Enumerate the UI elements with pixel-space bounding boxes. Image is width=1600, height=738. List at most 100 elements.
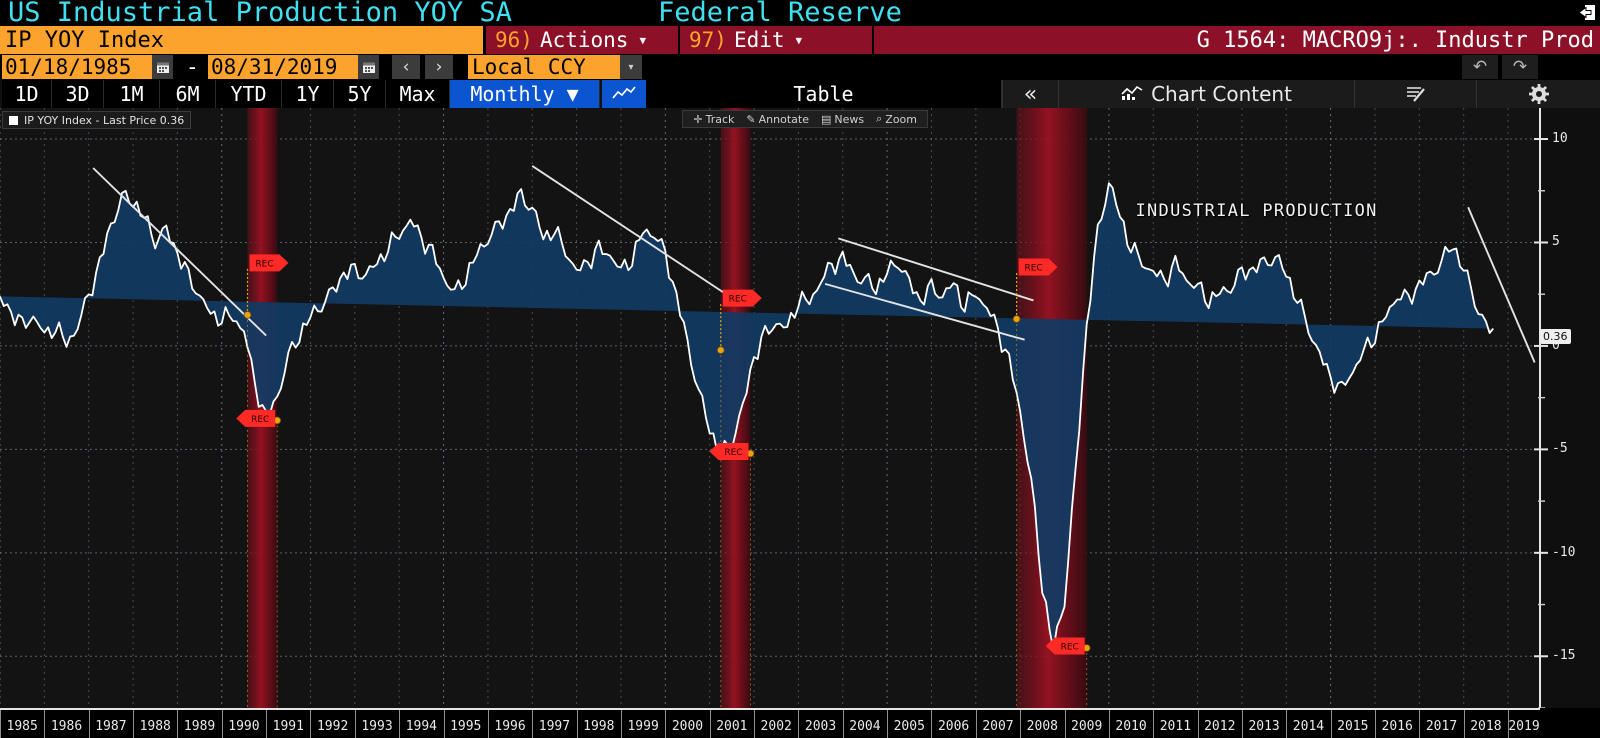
- currency-select[interactable]: Local CCY: [468, 55, 620, 79]
- x-axis-tick-label: 1986: [44, 719, 88, 734]
- x-axis-separator: [1020, 710, 1021, 738]
- x-axis-separator: [399, 710, 400, 738]
- period-tab-ytd[interactable]: YTD: [216, 80, 282, 108]
- period-toolbar: 1D 3D 1M 6M YTD 1Y 5Y Max Monthly ▼ Table « Char…: [0, 80, 1600, 108]
- legend-label: IP YOY Index - Last Price 0.36: [24, 114, 184, 127]
- next-period-button[interactable]: ›: [425, 55, 453, 79]
- x-axis-tick-label: 2002: [754, 719, 798, 734]
- recession-flag-label: REC: [724, 448, 742, 458]
- edit-chart-icon[interactable]: [1354, 80, 1476, 108]
- x-axis-separator: [44, 710, 45, 738]
- period-tab-5y[interactable]: 5Y: [334, 80, 386, 108]
- period-tab-monthly[interactable]: Monthly ▼: [450, 80, 600, 108]
- recession-point: [717, 347, 724, 354]
- chart-content-button[interactable]: Chart Content: [1058, 80, 1354, 108]
- calendar-icon[interactable]: [152, 55, 173, 79]
- x-axis-tick-label: 2012: [1198, 719, 1242, 734]
- period-tab-6m[interactable]: 6M: [160, 80, 216, 108]
- annotate-tool[interactable]: ✎ Annotate: [740, 113, 815, 126]
- start-date-input[interactable]: 01/18/1985: [2, 55, 152, 79]
- x-axis-separator: [931, 710, 932, 738]
- x-axis-separator: [1286, 710, 1287, 738]
- period-tab-1m[interactable]: 1M: [104, 80, 160, 108]
- end-date-input[interactable]: 08/31/2019: [208, 55, 358, 79]
- edit-button[interactable]: 97) Edit ▼: [680, 26, 872, 54]
- redo-button[interactable]: ↷: [1502, 55, 1538, 79]
- x-axis-separator: [355, 710, 356, 738]
- export-icon[interactable]: [1574, 0, 1600, 24]
- ticker-input[interactable]: IP YOY Index: [0, 26, 483, 54]
- recession-flag-label: REC: [251, 415, 269, 425]
- chart-description: G 1564: MACRO9j:. Industr Prod: [874, 26, 1600, 54]
- edit-number: 97): [689, 28, 727, 52]
- zoom-label: Zoom: [885, 113, 917, 126]
- series-legend[interactable]: IP YOY Index - Last Price 0.36: [2, 111, 191, 129]
- actions-button[interactable]: 96) Actions ▼: [486, 26, 678, 54]
- actions-label: Actions: [540, 28, 629, 52]
- recession-point: [1013, 316, 1020, 323]
- x-axis-tick-label: 2013: [1242, 719, 1286, 734]
- collapse-button[interactable]: «: [1002, 80, 1058, 108]
- chevron-down-icon: ▼: [639, 34, 646, 47]
- x-axis-separator: [89, 710, 90, 738]
- period-tab-label: Monthly ▼: [470, 82, 578, 106]
- x-axis-separator: [1198, 710, 1199, 738]
- x-axis-separator: [133, 710, 134, 738]
- period-tab-1d[interactable]: 1D: [2, 80, 52, 108]
- x-axis-tick-label: 1993: [355, 719, 399, 734]
- line-chart-icon[interactable]: [602, 80, 646, 108]
- x-axis-separator: [665, 710, 666, 738]
- x-axis-tick-label: 2007: [976, 719, 1020, 734]
- chevron-down-icon[interactable]: ▾: [620, 55, 642, 79]
- date-separator: -: [186, 55, 199, 79]
- x-axis-tick-label: 2000: [665, 719, 709, 734]
- chart-area[interactable]: RECRECRECRECRECREC 1050-5-10-15 IP YOY I…: [0, 108, 1600, 738]
- x-axis-separator: [887, 710, 888, 738]
- x-axis-separator: [310, 710, 311, 738]
- last-price-tag: 0.36: [1540, 329, 1571, 344]
- period-tab-label: Max: [399, 82, 435, 106]
- x-axis-tick-label: 2010: [1109, 719, 1153, 734]
- period-tab-max[interactable]: Max: [386, 80, 450, 108]
- x-axis-separator: [1153, 710, 1154, 738]
- x-axis-separator: [444, 710, 445, 738]
- x-axis-tick-label: 1989: [177, 719, 221, 734]
- period-tab-3d[interactable]: 3D: [52, 80, 104, 108]
- period-tab-1y[interactable]: 1Y: [282, 80, 334, 108]
- zoom-tool[interactable]: ⌕Zoom: [870, 112, 923, 126]
- news-tool[interactable]: ▤News: [815, 113, 870, 126]
- track-tool[interactable]: ✛Track: [687, 113, 740, 126]
- x-axis-tick-label: 2005: [887, 719, 931, 734]
- y-axis-tick-label: 5: [1552, 234, 1560, 249]
- x-axis-tick-label: 1996: [488, 719, 532, 734]
- period-tab-label: 1D: [14, 82, 38, 106]
- date-range-row: 01/18/1985 - 08/31/2019 ‹ › Local CCY ▾ …: [0, 54, 1600, 80]
- annotate-label: Annotate: [759, 113, 809, 126]
- prev-period-button[interactable]: ‹: [392, 55, 420, 79]
- x-axis-tick-label: 1991: [266, 719, 310, 734]
- x-axis-separator: [1331, 710, 1332, 738]
- period-tab-label: 1Y: [295, 82, 319, 106]
- x-axis-tick-label: 1997: [532, 719, 576, 734]
- period-tab-label: 1M: [119, 82, 143, 106]
- undo-button[interactable]: ↶: [1462, 55, 1498, 79]
- pencil-icon: ✎: [746, 113, 755, 126]
- x-axis-separator: [222, 710, 223, 738]
- x-axis-tick-label: 2016: [1375, 719, 1419, 734]
- command-row: IP YOY Index 96) Actions ▼ 97) Edit ▼ G …: [0, 26, 1600, 54]
- calendar-icon[interactable]: [358, 55, 379, 79]
- x-axis-tick-label: 1995: [444, 719, 488, 734]
- x-axis-tick-label: 1992: [310, 719, 354, 734]
- recession-point: [244, 311, 251, 318]
- x-axis-tick-label: 1994: [399, 719, 443, 734]
- magnifier-icon: ⌕: [876, 112, 882, 126]
- bloomberg-chart-window: US Industrial Production YOY SA Federal …: [0, 0, 1600, 738]
- gear-icon[interactable]: [1476, 80, 1600, 108]
- period-tab-label: YTD: [230, 82, 266, 106]
- x-axis-separator: [177, 710, 178, 738]
- x-axis-tick-label: 1985: [0, 719, 44, 734]
- chart-tools-bar[interactable]: ✛Track ✎ Annotate ▤News ⌕Zoom: [682, 110, 928, 128]
- chart-plot: RECRECRECRECRECREC: [0, 108, 1600, 708]
- table-button[interactable]: Table: [646, 80, 1002, 108]
- track-label: Track: [706, 113, 735, 126]
